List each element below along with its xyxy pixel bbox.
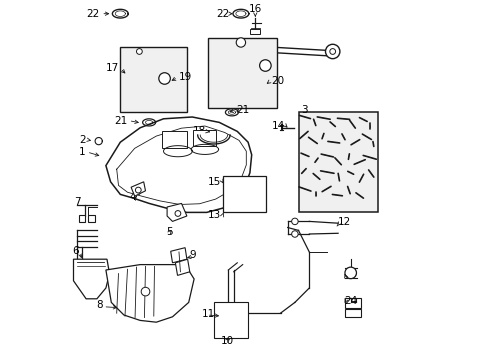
Circle shape <box>325 44 339 59</box>
Circle shape <box>141 287 149 296</box>
Bar <box>223 176 265 212</box>
Text: 17: 17 <box>106 63 119 73</box>
Text: 18: 18 <box>192 126 205 136</box>
Polygon shape <box>79 215 85 222</box>
Text: 2: 2 <box>79 135 85 145</box>
Circle shape <box>291 231 298 237</box>
Bar <box>208 38 276 108</box>
Text: 12: 12 <box>337 217 351 228</box>
Text: 6: 6 <box>72 246 79 256</box>
Circle shape <box>329 49 335 54</box>
Circle shape <box>291 218 298 225</box>
Circle shape <box>175 211 181 216</box>
Text: 16: 16 <box>248 4 262 14</box>
Text: 8: 8 <box>96 300 102 310</box>
Polygon shape <box>261 40 269 46</box>
Bar <box>298 112 377 212</box>
Circle shape <box>259 60 270 71</box>
Text: 9: 9 <box>189 250 196 260</box>
Text: 15: 15 <box>208 177 221 187</box>
Circle shape <box>159 73 170 84</box>
Polygon shape <box>88 215 95 222</box>
Circle shape <box>236 38 245 47</box>
Circle shape <box>135 187 141 193</box>
Text: 24: 24 <box>344 296 357 306</box>
Polygon shape <box>106 117 251 212</box>
Text: 3: 3 <box>301 105 307 115</box>
Text: 20: 20 <box>271 76 284 86</box>
Polygon shape <box>73 259 109 299</box>
Circle shape <box>344 267 356 279</box>
Polygon shape <box>344 298 361 308</box>
Polygon shape <box>106 265 194 322</box>
Text: 5: 5 <box>166 227 172 237</box>
Text: 7: 7 <box>75 197 81 207</box>
Polygon shape <box>344 309 361 317</box>
Polygon shape <box>175 259 189 275</box>
Polygon shape <box>170 248 186 263</box>
Text: 23: 23 <box>344 269 357 279</box>
Text: 13: 13 <box>208 210 221 220</box>
Text: 4: 4 <box>129 192 136 202</box>
Circle shape <box>136 49 142 54</box>
Bar <box>193 130 215 146</box>
Polygon shape <box>167 203 186 221</box>
Text: 21: 21 <box>236 105 249 115</box>
Text: 10: 10 <box>221 336 234 346</box>
Text: 21: 21 <box>114 116 127 126</box>
Bar <box>120 47 186 112</box>
Polygon shape <box>250 29 260 34</box>
Text: 1: 1 <box>79 147 85 157</box>
Text: 14: 14 <box>271 121 284 131</box>
Text: 22: 22 <box>216 9 229 19</box>
Polygon shape <box>131 182 145 196</box>
Text: 11: 11 <box>202 309 215 319</box>
Text: 19: 19 <box>179 72 192 82</box>
Bar <box>213 302 247 338</box>
Bar <box>162 131 186 148</box>
Text: 22: 22 <box>86 9 100 19</box>
